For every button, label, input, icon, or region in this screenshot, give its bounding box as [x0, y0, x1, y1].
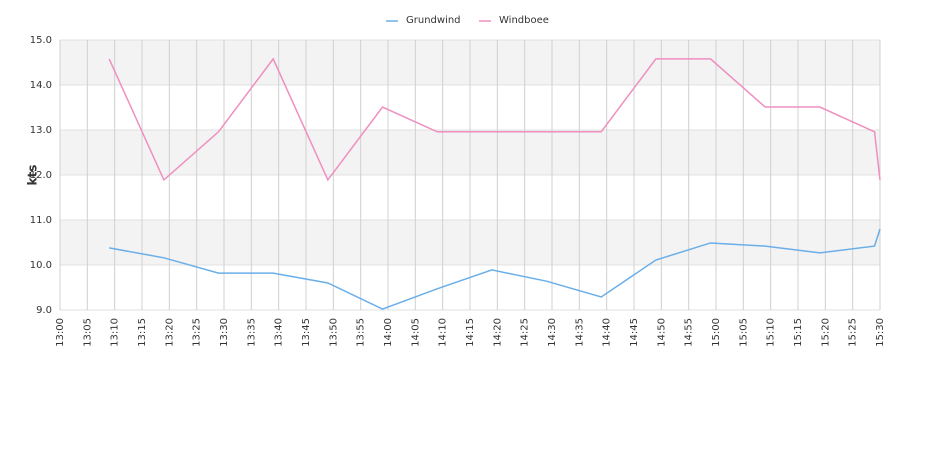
x-tick-label: 15:00 — [711, 318, 722, 347]
x-tick-label: 14:55 — [684, 318, 695, 347]
series-line — [109, 228, 881, 310]
x-tick-label: 14:50 — [656, 318, 667, 347]
legend-label: Grundwind — [406, 15, 461, 26]
x-tick-label: 13:10 — [110, 318, 121, 347]
x-tick-label: 13:05 — [82, 318, 93, 347]
x-tick-label: 13:55 — [356, 318, 367, 347]
x-tick-label: 13:00 — [55, 318, 66, 347]
x-tick-label: 13:25 — [192, 318, 203, 347]
x-tick-label: 15:05 — [738, 318, 749, 347]
x-tick-label: 15:25 — [848, 318, 859, 347]
y-tick-label: 10.0 — [30, 260, 52, 271]
x-tick-label: 14:05 — [410, 318, 421, 347]
x-tick-label: 15:30 — [875, 318, 886, 347]
legend-label: Windboee — [499, 15, 549, 26]
y-tick-label: 12.0 — [30, 170, 52, 181]
x-tick-label: 14:40 — [602, 318, 613, 347]
x-tick-label: 14:30 — [547, 318, 558, 347]
y-tick-label: 15.0 — [30, 35, 52, 46]
x-tick-label: 14:45 — [629, 318, 640, 347]
x-tick-label: 13:15 — [137, 318, 148, 347]
x-tick-label: 13:45 — [301, 318, 312, 347]
x-tick-label: 15:10 — [766, 318, 777, 347]
y-tick-label: 9.0 — [36, 305, 52, 316]
x-tick-label: 14:15 — [465, 318, 476, 347]
x-tick-label: 13:50 — [328, 318, 339, 347]
series-line — [108, 57, 881, 182]
x-tick-label: 14:10 — [438, 318, 449, 347]
x-tick-label: 13:30 — [219, 318, 230, 347]
y-axis-label: kts — [26, 165, 40, 186]
y-tick-label: 14.0 — [30, 80, 52, 91]
x-tick-label: 14:20 — [492, 318, 503, 347]
x-tick-label: 15:20 — [820, 318, 831, 347]
x-tick-label: 14:25 — [520, 318, 531, 347]
x-tick-label: 14:35 — [574, 318, 585, 347]
x-tick-label: 13:40 — [274, 318, 285, 347]
x-tick-label: 13:20 — [164, 318, 175, 347]
x-tick-label: 13:35 — [246, 318, 257, 347]
y-tick-label: 11.0 — [30, 215, 52, 226]
y-tick-label: 13.0 — [30, 125, 52, 136]
x-tick-label: 15:15 — [793, 318, 804, 347]
x-tick-label: 14:00 — [383, 318, 394, 347]
